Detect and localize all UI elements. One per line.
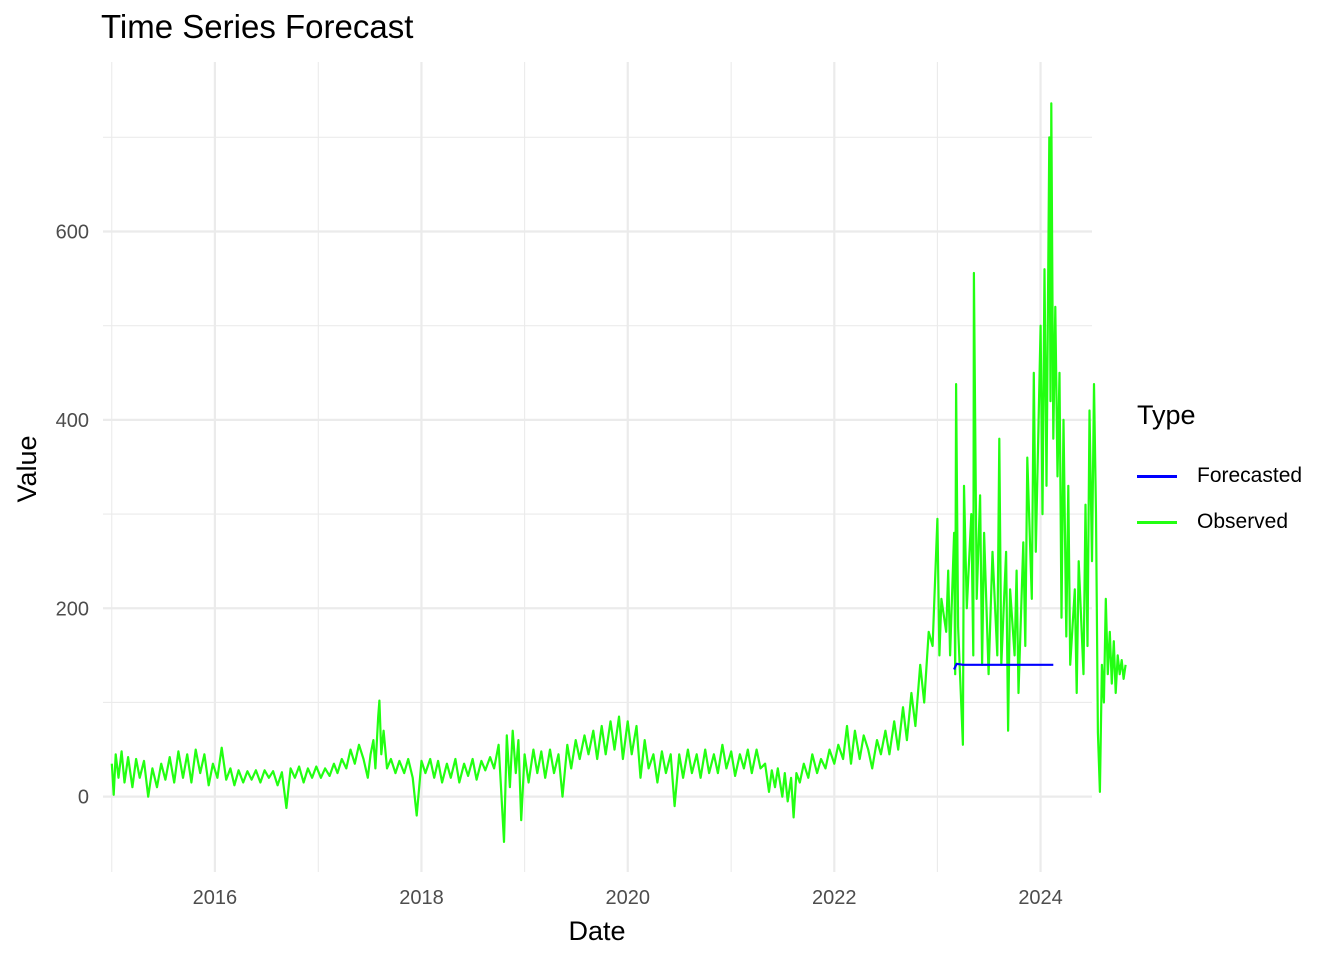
legend-item-observed: Observed bbox=[1137, 499, 1302, 545]
legend-key-forecasted bbox=[1137, 474, 1177, 478]
y-tick-label: 200 bbox=[56, 598, 89, 620]
y-tick-label: 600 bbox=[56, 222, 89, 244]
legend-key-observed bbox=[1137, 520, 1177, 524]
tick-labels: 0 200 400 600 2016 2018 2020 2022 2024 bbox=[56, 222, 1063, 909]
legend-label-forecasted: Forecasted bbox=[1197, 464, 1303, 487]
y-axis-title: Value bbox=[12, 435, 42, 502]
chart-title: Time Series Forecast bbox=[101, 8, 414, 45]
x-tick-label: 2020 bbox=[605, 887, 650, 909]
legend-label-observed: Observed bbox=[1197, 510, 1289, 533]
x-tick-label: 2022 bbox=[812, 887, 857, 909]
legend-item-forecasted: Forecasted bbox=[1137, 453, 1302, 499]
grid-lines bbox=[103, 62, 1092, 872]
x-tick-label: 2018 bbox=[399, 887, 444, 909]
legend: Type Forecasted Observed bbox=[1137, 400, 1302, 545]
y-tick-label: 400 bbox=[56, 410, 89, 432]
series-lines bbox=[110, 102, 1127, 843]
series-line-forecasted bbox=[953, 662, 1054, 670]
x-axis-title: Date bbox=[568, 916, 625, 946]
y-tick-label: 0 bbox=[78, 787, 89, 809]
x-tick-label: 2016 bbox=[193, 887, 238, 909]
x-tick-label: 2024 bbox=[1018, 887, 1063, 909]
series-line-observed bbox=[110, 102, 1127, 843]
legend-title: Type bbox=[1137, 400, 1196, 430]
